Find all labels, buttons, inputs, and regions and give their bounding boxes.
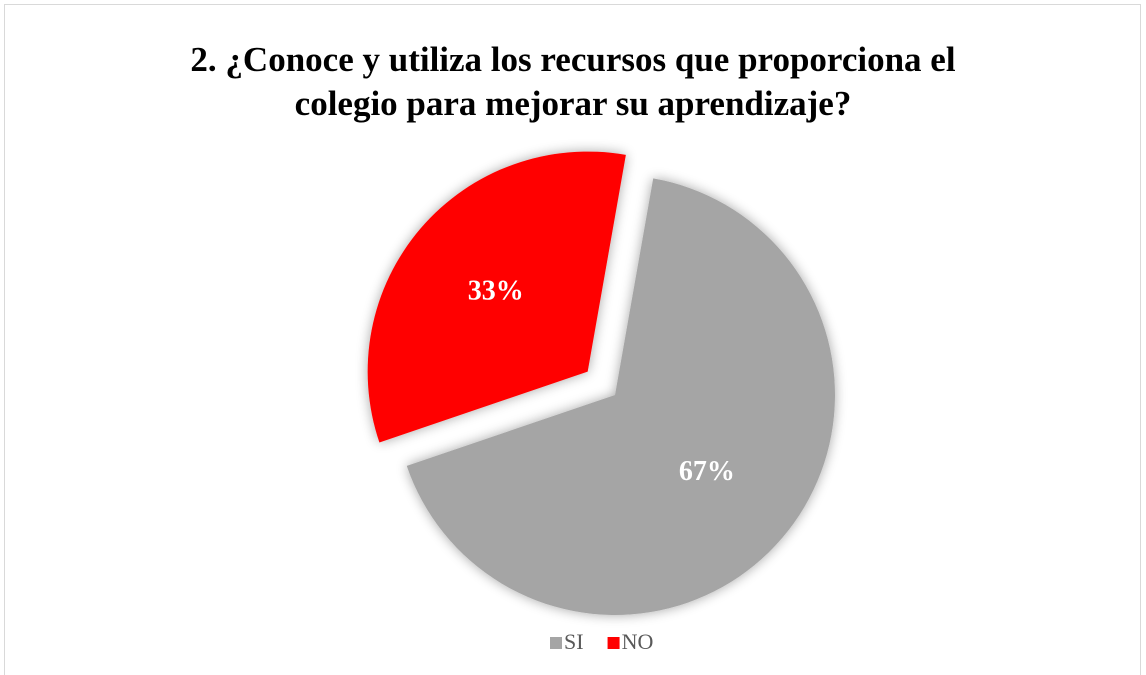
- chart-title: 2. ¿Conoce y utiliza los recursos que pr…: [190, 40, 956, 123]
- legend-label: NO: [622, 629, 654, 654]
- pie-slice: [367, 151, 626, 443]
- pie-slice: [406, 178, 835, 616]
- legend-swatch: [550, 637, 562, 649]
- legend-swatch: [607, 637, 620, 649]
- data-label: 67%: [679, 456, 735, 487]
- chart-border: [4, 4, 1141, 675]
- data-label: 33%: [468, 275, 524, 306]
- legend-label: SI: [564, 629, 584, 654]
